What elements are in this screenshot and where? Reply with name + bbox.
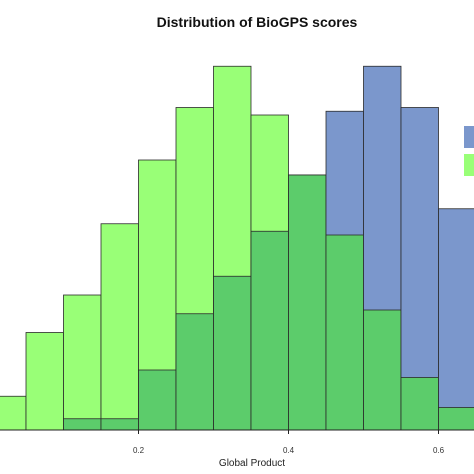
histogram-bar-series1 — [438, 208, 474, 431]
histogram-bar-overlap — [138, 369, 177, 431]
x-axis-ticks: 0.2 0.4 0.6 — [133, 430, 445, 455]
legend-swatch — [464, 126, 474, 148]
histogram-bar-overlap — [400, 377, 439, 431]
histogram-bar-overlap — [175, 313, 214, 431]
histogram-bar-overlap — [100, 418, 139, 431]
histogram-bar-overlap — [363, 309, 402, 431]
histogram-bar-series1 — [400, 107, 439, 431]
histogram-bar-overlap — [438, 407, 474, 431]
chart-title: Distribution of BioGPS scores — [157, 14, 358, 30]
x-tick-label: 0.6 — [433, 446, 445, 455]
histogram-bar-series2 — [100, 223, 139, 431]
x-tick-label: 0.2 — [133, 446, 145, 455]
histogram-bar-series2 — [25, 332, 64, 431]
histogram-bar-overlap — [63, 418, 102, 431]
histogram-bar-overlap — [288, 174, 327, 431]
legend — [464, 126, 474, 176]
x-tick-label: 0.4 — [283, 446, 295, 455]
legend-swatch — [464, 154, 474, 176]
histogram-bars — [0, 65, 474, 431]
histogram-bar-overlap — [213, 275, 252, 431]
histogram-bar-series2 — [63, 294, 102, 431]
histogram-bar-overlap — [325, 234, 364, 431]
histogram-bar-series2 — [0, 395, 27, 431]
x-axis-label: Global Product — [219, 458, 285, 469]
histogram-bar-overlap — [250, 230, 289, 431]
